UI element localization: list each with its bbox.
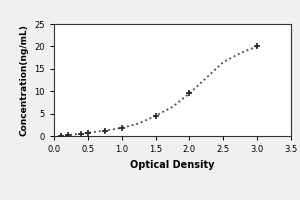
Y-axis label: Concentration(ng/mL): Concentration(ng/mL): [20, 24, 29, 136]
X-axis label: Optical Density: Optical Density: [130, 160, 215, 170]
